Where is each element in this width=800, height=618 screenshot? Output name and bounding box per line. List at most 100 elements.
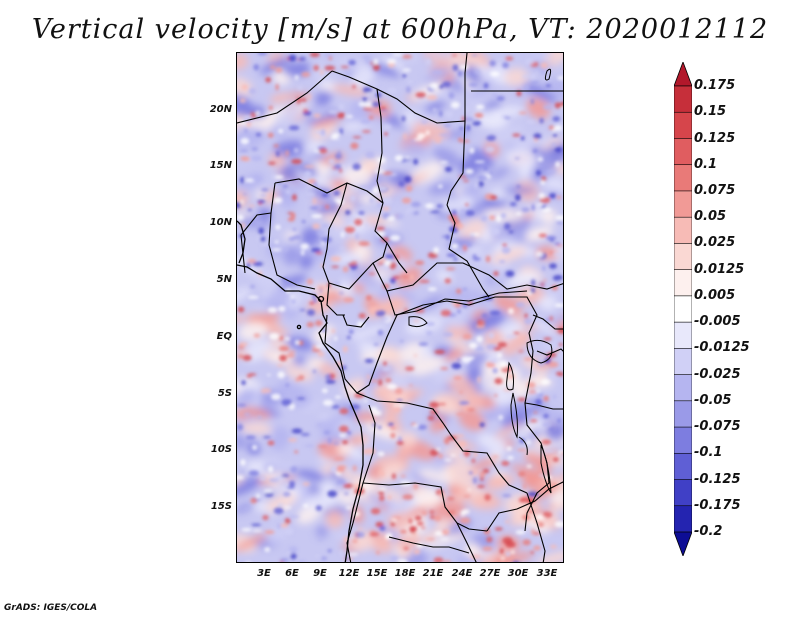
velocity-blob xyxy=(303,140,324,156)
velocity-blob xyxy=(397,444,412,457)
velocity-speck xyxy=(452,54,457,57)
velocity-speck xyxy=(271,248,282,252)
velocity-speck xyxy=(337,112,345,119)
velocity-speck xyxy=(278,335,284,341)
colorbar-segment xyxy=(674,479,692,507)
velocity-speck xyxy=(248,208,252,211)
velocity-speck xyxy=(312,223,320,229)
colorbar-segment xyxy=(674,111,692,140)
velocity-speck xyxy=(339,291,344,295)
velocity-speck xyxy=(421,510,428,516)
velocity-speck xyxy=(298,183,309,187)
velocity-blob xyxy=(525,227,552,243)
velocity-speck xyxy=(336,478,346,482)
velocity-speck xyxy=(483,82,489,89)
velocity-speck xyxy=(336,138,341,142)
velocity-speck xyxy=(262,515,269,521)
velocity-speck xyxy=(521,75,531,78)
velocity-blob xyxy=(285,366,314,382)
velocity-speck xyxy=(561,452,563,455)
velocity-speck xyxy=(475,346,484,352)
velocity-speck xyxy=(244,128,248,133)
velocity-speck xyxy=(267,307,278,313)
velocity-speck xyxy=(239,149,249,153)
velocity-speck xyxy=(541,463,548,467)
velocity-speck xyxy=(480,477,484,481)
velocity-speck xyxy=(312,197,317,205)
velocity-speck xyxy=(330,135,339,140)
velocity-speck xyxy=(540,180,546,185)
velocity-speck xyxy=(287,217,295,222)
velocity-speck xyxy=(483,528,491,535)
velocity-speck xyxy=(433,557,444,562)
velocity-speck xyxy=(539,117,544,124)
velocity-speck xyxy=(427,415,435,421)
velocity-speck xyxy=(368,272,376,275)
velocity-blob xyxy=(404,552,429,562)
velocity-speck xyxy=(240,459,246,466)
velocity-speck xyxy=(515,530,526,535)
velocity-speck xyxy=(333,190,341,196)
velocity-speck xyxy=(340,66,349,68)
velocity-speck xyxy=(237,403,247,407)
velocity-speck xyxy=(552,457,559,462)
velocity-speck xyxy=(240,156,250,161)
velocity-speck xyxy=(453,434,465,438)
velocity-speck xyxy=(500,212,507,219)
velocity-speck xyxy=(319,148,328,154)
colorbar-label: -0.075 xyxy=(694,419,741,435)
velocity-speck xyxy=(344,226,355,234)
velocity-speck xyxy=(358,185,369,188)
velocity-speck xyxy=(284,527,294,535)
velocity-speck xyxy=(456,288,462,294)
velocity-blob xyxy=(425,535,461,549)
velocity-speck xyxy=(399,275,410,278)
velocity-speck xyxy=(317,351,325,357)
colorbar-segment xyxy=(674,426,692,454)
velocity-speck xyxy=(372,64,380,71)
velocity-speck xyxy=(288,125,300,131)
velocity-speck xyxy=(321,224,330,228)
velocity-blob xyxy=(510,464,533,473)
velocity-speck xyxy=(296,397,306,400)
velocity-blob xyxy=(542,53,563,67)
colorbar-segment xyxy=(674,164,692,192)
velocity-blob xyxy=(445,461,480,481)
velocity-speck xyxy=(530,81,540,84)
velocity-speck xyxy=(489,60,496,67)
velocity-speck xyxy=(264,530,275,534)
velocity-speck xyxy=(342,440,348,445)
velocity-speck xyxy=(556,244,563,247)
velocity-speck xyxy=(460,140,471,143)
velocity-blob xyxy=(241,406,272,419)
velocity-blob xyxy=(477,433,508,454)
velocity-speck xyxy=(406,86,411,93)
velocity-speck xyxy=(379,525,386,531)
velocity-blob xyxy=(494,421,522,439)
velocity-speck xyxy=(509,202,517,207)
velocity-speck xyxy=(444,278,451,284)
velocity-blob xyxy=(259,57,291,75)
velocity-speck xyxy=(267,440,275,446)
velocity-speck xyxy=(453,257,458,261)
velocity-speck xyxy=(378,487,387,491)
velocity-blob xyxy=(501,412,528,431)
velocity-speck xyxy=(254,221,264,225)
lat-label-15S: 15S xyxy=(210,501,232,512)
velocity-speck xyxy=(243,115,253,120)
velocity-speck xyxy=(328,109,339,115)
velocity-speck xyxy=(519,438,526,443)
velocity-speck xyxy=(553,253,563,257)
velocity-blob xyxy=(336,489,356,506)
velocity-speck xyxy=(465,210,475,216)
colorbar-label: -0.0125 xyxy=(694,340,750,356)
velocity-speck xyxy=(442,81,451,88)
velocity-blob xyxy=(307,297,333,314)
colorbar-label: -0.175 xyxy=(694,497,741,513)
velocity-speck xyxy=(285,382,290,388)
colorbar-segment xyxy=(674,190,692,218)
velocity-speck xyxy=(267,132,274,138)
colorbar-label: 0.075 xyxy=(694,182,736,198)
velocity-speck xyxy=(494,394,498,397)
velocity-speck xyxy=(424,537,430,541)
